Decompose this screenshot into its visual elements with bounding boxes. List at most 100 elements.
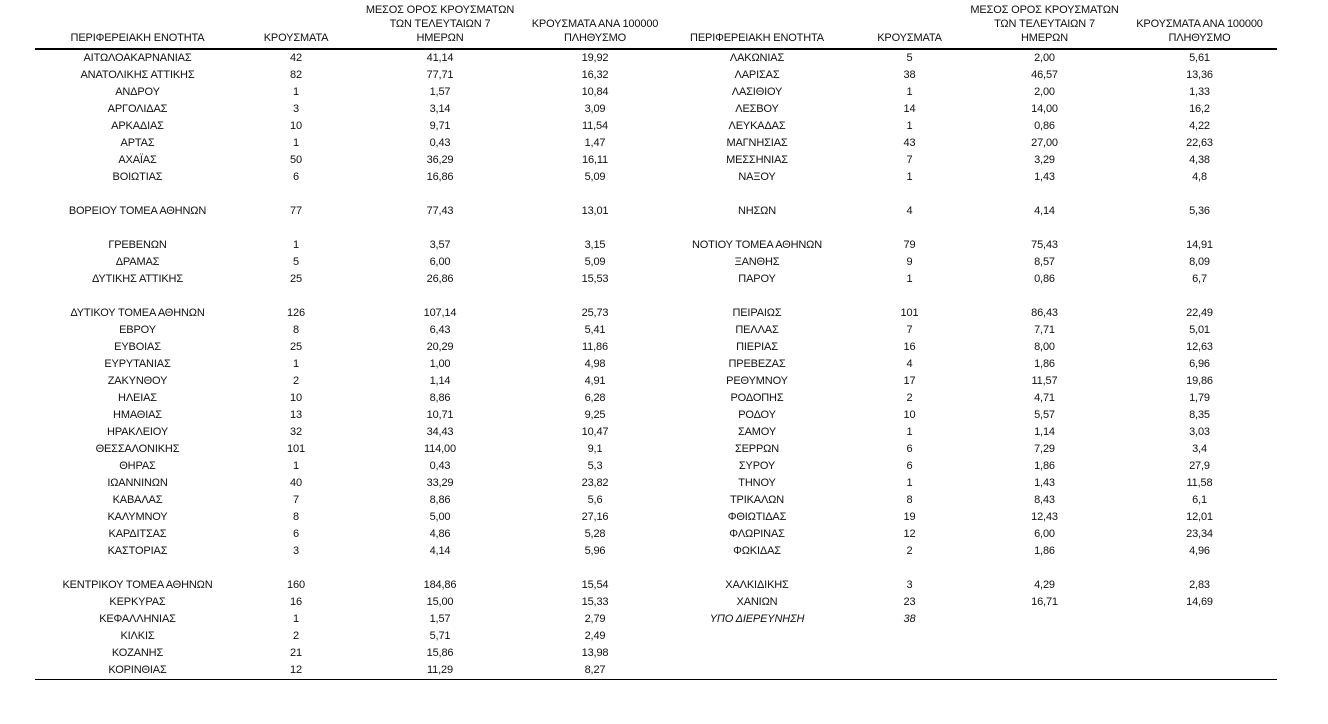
region-cell-right: ΦΘΙΩΤΙΔΑΣ <box>727 511 787 523</box>
per100k-cell-left: 15,53 <box>581 273 609 285</box>
per100k-cell-right: 1,33 <box>1189 86 1210 98</box>
table-row: ΚΕΦΑΛΛΗΝΙΑΣ 1 1,57 2,79 ΥΠΟ ΔΙΕΡΕΥΝΗΣΗ 38 <box>35 611 1277 628</box>
cases-cell-right: 14 <box>903 103 916 115</box>
per100k-cell-left: 10,47 <box>581 426 609 438</box>
avg7days-cell-right: 27,00 <box>1031 137 1058 149</box>
region-cell-right: ΤΡΙΚΑΛΩΝ <box>729 494 785 506</box>
table-row: ΚΑΒΑΛΑΣ 7 8,86 5,6 ΤΡΙΚΑΛΩΝ 8 8,43 6,1 <box>35 492 1277 509</box>
region-cell-right <box>662 220 852 237</box>
cases-cell-left: 32 <box>290 426 302 438</box>
header-line: ΚΡΟΥΣΜΑΤΑ ΑΝΑ 100000 <box>531 18 659 30</box>
cases-cell-left: 2 <box>293 375 299 387</box>
cases-cell-left <box>240 186 352 203</box>
avg7days-cell-right: 8,43 <box>1034 494 1055 506</box>
avg7days-cell-right <box>967 611 1122 628</box>
per100k-cell-right: 4,22 <box>1189 120 1210 132</box>
avg7days-cell-left: 11,29 <box>352 662 528 680</box>
cases-cell-left: 1 <box>293 137 299 149</box>
per100k-cell-right: 6,1 <box>1192 494 1207 506</box>
avg7days-cell-right: 46,57 <box>1031 69 1058 81</box>
per100k-cell-left <box>528 288 662 305</box>
table-body: ΑΙΤΩΛΟΑΚΑΡΝΑΝΙΑΣ 42 41,14 19,92 ΛΑΚΩΝΙΑΣ 5 2,0… <box>35 49 1277 680</box>
region-cell-right: ΡΕΘΥΜΝΟΥ <box>726 375 788 387</box>
per100k-cell-left: 3,15 <box>584 239 606 251</box>
region-cell-left: ΗΛΕΙΑΣ <box>118 392 157 404</box>
avg7days-cell-left: 0,43 <box>429 137 451 149</box>
per100k-cell-right: 11,58 <box>1186 477 1213 489</box>
avg7days-cell-right: 4,29 <box>1034 579 1055 591</box>
cases-cell-left: 126 <box>287 307 305 319</box>
region-cell-left: ΑΡΤΑΣ <box>120 137 155 149</box>
region-cell-right: ΦΩΚΙΔΑΣ <box>733 545 781 557</box>
per100k-cell-right: 12,01 <box>1186 511 1213 523</box>
per100k-cell-right: 16,2 <box>1189 103 1210 115</box>
header-line: ΚΡΟΥΣΜΑΤΑ <box>877 32 942 44</box>
per100k-cell-left: 23,82 <box>581 477 609 489</box>
cases-cell-left <box>240 220 352 237</box>
per100k-cell-left: 16,11 <box>582 154 608 166</box>
region-cell-left <box>35 220 240 237</box>
region-cell-left: ΙΩΑΝΝΙΝΩΝ <box>107 477 168 489</box>
per100k-cell-left: 19,92 <box>581 52 609 64</box>
table-row: ΚΕΝΤΡΙΚΟΥ ΤΟΜΕΑ ΑΘΗΝΩΝ 160 184,86 15,54 ΧΑΛΚ… <box>35 577 1277 594</box>
region-cell-left: ΑΙΤΩΛΟΑΚΑΡΝΑΝΙΑΣ <box>83 52 192 64</box>
per100k-cell-left: 13,01 <box>581 205 609 217</box>
region-cell-right: ΥΠΟ ΔΙΕΡΕΥΝΗΣΗ <box>709 613 805 625</box>
cases-cell-right: 7 <box>906 324 913 336</box>
avg7days-cell-right <box>967 645 1122 662</box>
per100k-cell-left <box>528 186 662 203</box>
table-row: ΚΟΡΙΝΘΙΑΣ 12 11,29 8,27 <box>35 662 1277 680</box>
avg7days-cell-left: 114,00 <box>424 443 456 455</box>
avg7days-cell-right: 3,29 <box>1034 154 1055 166</box>
region-cell-right: ΠΕΙΡΑΙΩΣ <box>732 307 782 319</box>
cases-cell-right: 1 <box>906 273 913 285</box>
avg7days-cell-left: 26,86 <box>426 273 454 285</box>
avg7days-cell-left: 34,43 <box>426 426 454 438</box>
region-cell-right: ΜΕΣΣΗΝΙΑΣ <box>726 154 788 166</box>
avg7days-cell-left: 6,43 <box>429 324 451 336</box>
region-cell-right: ΠΡΕΒΕΖΑΣ <box>728 358 786 370</box>
table-row: ΑΡΓΟΛΙΔΑΣ 3 3,14 3,09 ΛΕΣΒΟΥ 14 14,00 16,2 <box>35 101 1277 118</box>
avg7days-cell-right: 1,43 <box>1034 477 1055 489</box>
per100k-cell-left: 5,09 <box>584 171 606 183</box>
avg7days-cell-left: 6,00 <box>429 256 451 268</box>
cases-cell-right: 1 <box>906 477 913 489</box>
region-cell-left: ΑΧΑΪΑΣ <box>118 154 157 166</box>
table-row: ΚΕΡΚΥΡΑΣ 16 15,00 15,33 ΧΑΝΙΩΝ 23 16,71 14,69 <box>35 594 1277 611</box>
avg7days-cell-right: 7,29 <box>1034 443 1055 455</box>
table-row: ΑΡΚΑΔΙΑΣ 10 9,71 11,54 ΛΕΥΚΑΔΑΣ 1 0,86 4,22 <box>35 118 1277 135</box>
cases-cell-right: 23 <box>903 596 916 608</box>
table-row: ΔΥΤΙΚΟΥ ΤΟΜΕΑ ΑΘΗΝΩΝ 126 107,14 25,73 ΠΕΙΡΑΙ… <box>35 305 1277 322</box>
avg7days-cell-right: 8,57 <box>1034 256 1055 268</box>
avg7days-cell-right: 2,00 <box>1034 52 1055 64</box>
avg7days-cell-left: 1,14 <box>429 375 451 387</box>
cases-cell-left: 3 <box>293 545 299 557</box>
cases-column-header-left: ΚΡΟΥΣΜΑΤΑ <box>240 3 352 50</box>
cases-cell-right: 5 <box>906 52 913 64</box>
region-cell-left: ΕΒΡΟΥ <box>119 324 156 336</box>
cases-cell-right: 4 <box>906 205 913 217</box>
header-line: ΜΕΣΟΣ ΟΡΟΣ ΚΡΟΥΣΜΑΤΩΝ <box>365 4 515 16</box>
region-cell-right: ΤΗΝΟΥ <box>738 477 776 489</box>
table-row: ΑΝΑΤΟΛΙΚΗΣ ΑΤΤΙΚΗΣ 82 77,71 16,32 ΛΑΡΙΣΑΣ 38 4… <box>35 67 1277 84</box>
region-cell-left: ΗΡΑΚΛΕΙΟΥ <box>106 426 169 438</box>
cases-cell-right <box>852 288 967 305</box>
cases-cell-left: 101 <box>287 443 305 455</box>
per100k-column-header-left: ΚΡΟΥΣΜΑΤΑ ΑΝΑ 100000 ΠΛΗΘΥΣΜΟ <box>528 3 662 50</box>
per100k-cell-left: 5,28 <box>584 528 606 540</box>
per100k-cell-left: 5,41 <box>584 324 606 336</box>
per100k-cell-right: 5,01 <box>1189 324 1210 336</box>
avg7days-cell-left <box>352 560 528 577</box>
avg7days-cell-right: 1,86 <box>1034 358 1055 370</box>
per100k-cell-left: 13,98 <box>581 647 609 659</box>
avg7days-cell-left: 20,29 <box>426 341 454 353</box>
header-line: ΚΡΟΥΣΜΑΤΑ <box>263 32 329 44</box>
header-line: ΗΜΕΡΩΝ <box>416 32 464 44</box>
per100k-cell-left: 8,27 <box>528 662 662 680</box>
cases-cell-right: 1 <box>906 86 913 98</box>
avg7days-cell-left: 4,14 <box>429 545 451 557</box>
cases-cell-left: 25 <box>290 341 302 353</box>
table-row: ΒΟΙΩΤΙΑΣ 6 16,86 5,09 ΝΑΞΟΥ 1 1,43 4,8 <box>35 169 1277 186</box>
region-cell-right: ΝΗΣΩΝ <box>737 205 777 217</box>
avg7days-cell-right: 11,57 <box>1031 375 1058 387</box>
